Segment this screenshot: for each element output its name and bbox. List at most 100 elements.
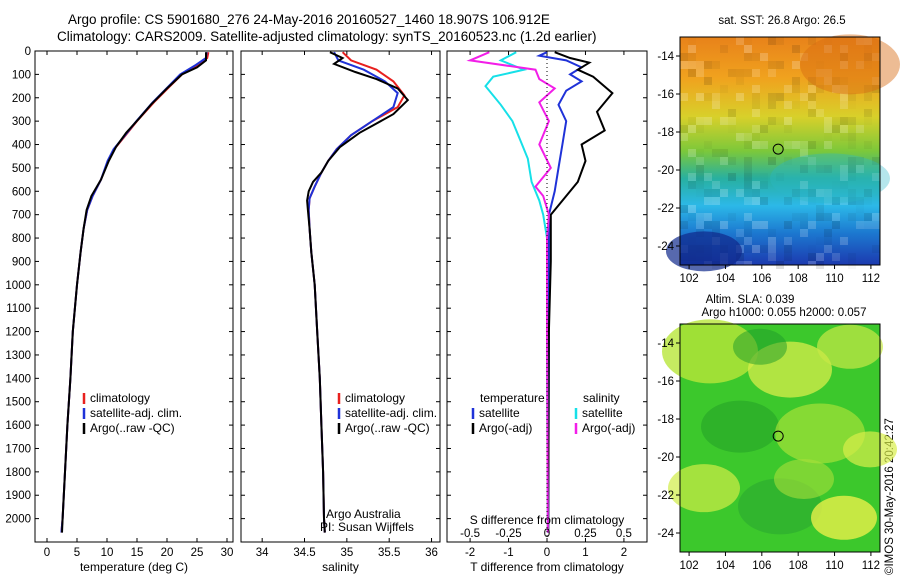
- sst-pixel: [728, 117, 736, 125]
- sst-map-ytick-label: -18: [657, 127, 674, 139]
- sla-map-xtick-label: 108: [789, 560, 808, 572]
- sst-pixel: [688, 37, 696, 45]
- sst-pixel: [768, 229, 776, 237]
- difference-panel: -2 -1 0 1 2T difference from climatology -0.5…: [446, 50, 648, 574]
- sst-pixel: [680, 221, 688, 229]
- sst-pixel: [768, 117, 776, 125]
- sst-pixel: [848, 133, 856, 141]
- sst-pixel: [728, 157, 736, 165]
- difference-xtick-label: 2: [621, 547, 627, 559]
- temperature-legend-label: climatology: [90, 391, 150, 405]
- sst-pixel: [720, 45, 728, 53]
- sst-pixel: [872, 77, 880, 85]
- sst-pixel: [800, 141, 808, 149]
- sst-pixel: [848, 93, 856, 101]
- sla-anomaly-blob: [662, 319, 758, 384]
- sst-pixel: [776, 117, 784, 125]
- sst-map-xtick-label: 104: [716, 273, 736, 285]
- sst-pixel: [824, 45, 832, 53]
- sst-pixel: [704, 61, 712, 69]
- sst-pixel: [872, 221, 880, 229]
- diff-legend-temperature-label: satellite: [479, 406, 520, 420]
- sst-pixel: [760, 141, 768, 149]
- sst-pixel: [800, 53, 808, 61]
- sst-pixel: [856, 205, 864, 213]
- sst-pixel: [696, 213, 704, 221]
- sst-map-ytick-label: -16: [657, 89, 674, 101]
- depth-tick-label: 200: [12, 93, 31, 105]
- sst-pixel: [872, 245, 880, 253]
- sst-pixel: [696, 69, 704, 77]
- sst-pixel: [864, 53, 872, 61]
- sst-pixel: [784, 253, 792, 261]
- sst-pixel: [856, 221, 864, 229]
- sst-map-panel: 102 104 106 108 110 112 -14 -16 -18 -20 -22 -24 sat.…: [657, 15, 900, 285]
- sst-pixel: [792, 77, 800, 85]
- depth-tick-label: 1200: [5, 327, 31, 339]
- sst-pixel: [776, 173, 784, 181]
- temperature-xlabel: temperature (deg C): [80, 560, 188, 574]
- sst-pixel: [768, 245, 776, 253]
- sst-pixel: [808, 109, 816, 117]
- sst-pixel: [856, 213, 864, 221]
- sst-pixel: [744, 165, 752, 173]
- sst-pixel: [824, 117, 832, 125]
- temperature-frame: [34, 50, 234, 543]
- salinity-diff-tick-label: 0: [544, 528, 550, 540]
- sst-pixel: [808, 245, 816, 253]
- sst-pixel: [696, 189, 704, 197]
- sst-pixel: [720, 221, 728, 229]
- sst-pixel: [752, 101, 760, 109]
- sst-pixel: [744, 45, 752, 53]
- sla-map-title: Altim. SLA: 0.039: [706, 294, 795, 306]
- sst-pixel: [768, 37, 776, 45]
- sla-map-ytick-label: -20: [657, 452, 674, 464]
- temperature-xtick-label: 0: [44, 547, 50, 559]
- sst-map-frame: [679, 36, 881, 266]
- sst-pixel: [752, 181, 760, 189]
- temperature-series-line: [61, 52, 207, 533]
- temperature-xtick-label: 15: [131, 547, 144, 559]
- sst-pixel: [752, 125, 760, 133]
- sst-pixel: [744, 157, 752, 165]
- sst-pixel: [784, 85, 792, 93]
- sst-pixel: [768, 253, 776, 261]
- sst-pixel: [816, 85, 824, 93]
- sst-pixel: [760, 197, 768, 205]
- sst-pixel: [840, 77, 848, 85]
- sst-pixel: [720, 189, 728, 197]
- sst-pixel: [856, 165, 864, 173]
- sla-anomaly-blob: [817, 324, 883, 369]
- depth-tick-label: 1800: [5, 467, 31, 479]
- sst-pixel: [720, 85, 728, 93]
- sst-map-xtick-label: 106: [752, 273, 771, 285]
- sst-pixel: [728, 109, 736, 117]
- sst-pixel: [840, 85, 848, 93]
- depth-tick-label: 300: [12, 116, 31, 128]
- sst-pixel: [872, 173, 880, 181]
- sst-pixel: [872, 157, 880, 165]
- sst-mid-patch: [770, 153, 890, 204]
- sla-map-panel: 102 104 106 108 110 112 -14 -16 -18 -20 -22 -24 Alti…: [657, 294, 897, 572]
- temperature-xtick-label: 25: [191, 547, 204, 559]
- sst-pixel: [776, 37, 784, 45]
- depth-tick-label: 700: [12, 210, 31, 222]
- sst-pixel: [864, 213, 872, 221]
- sst-pixel: [784, 101, 792, 109]
- sst-pixel: [680, 133, 688, 141]
- sst-pixel: [856, 157, 864, 165]
- sst-pixel: [712, 93, 720, 101]
- sst-pixel: [800, 181, 808, 189]
- sst-pixel: [784, 237, 792, 245]
- sst-pixel: [840, 237, 848, 245]
- sst-pixel: [768, 101, 776, 109]
- sst-pixel: [696, 165, 704, 173]
- depth-tick-label: 100: [12, 69, 31, 81]
- sst-pixel: [744, 213, 752, 221]
- sst-pixel: [808, 189, 816, 197]
- sst-pixel: [696, 157, 704, 165]
- sst-pixel: [872, 213, 880, 221]
- argo-australia-note: Argo Australia: [326, 507, 401, 521]
- argo-location-marker: [772, 143, 784, 155]
- sst-pixel: [864, 85, 872, 93]
